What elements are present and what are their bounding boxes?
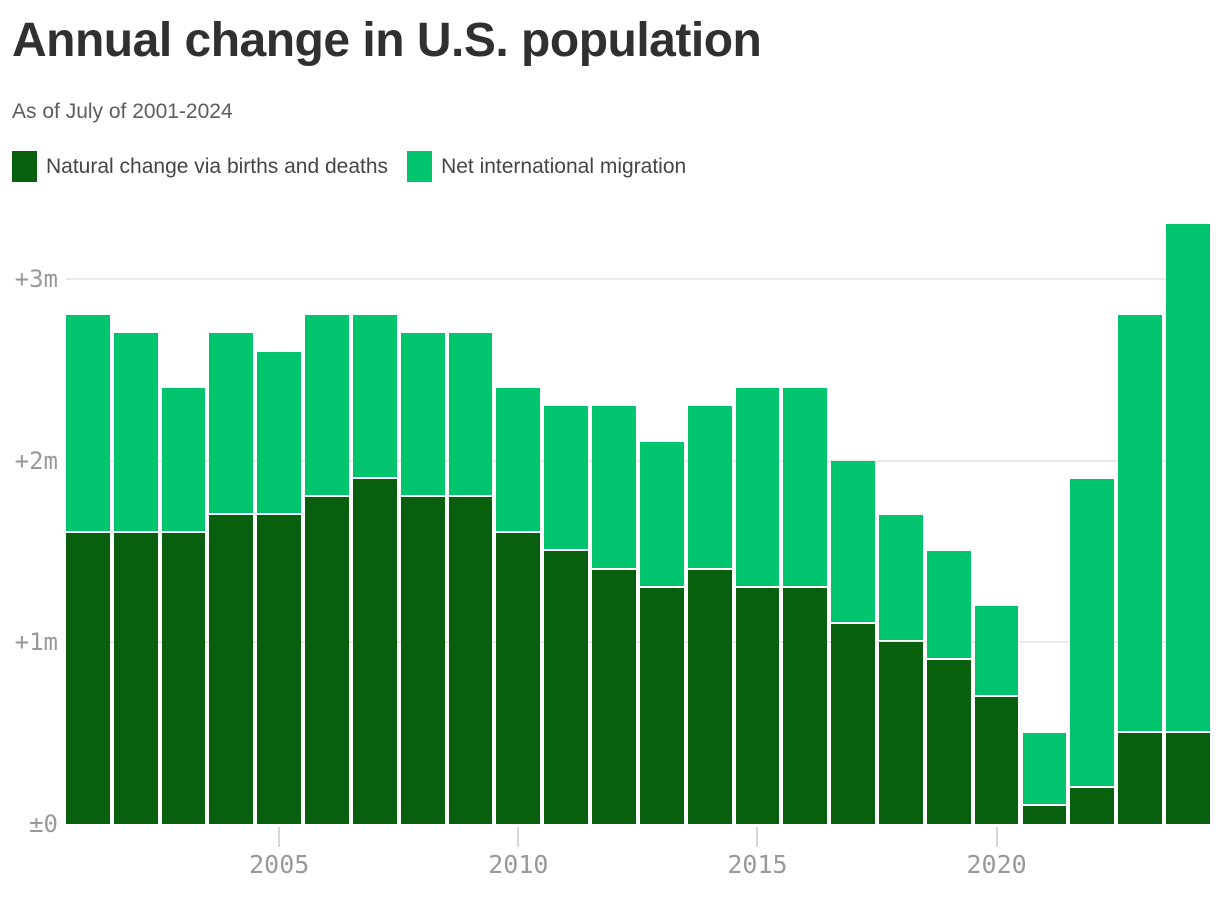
legend-swatch-natural-change-icon <box>12 151 37 182</box>
bar-2003-net-migration <box>161 387 206 532</box>
bar-2016-natural-change <box>783 587 828 824</box>
bar-2001-natural-change <box>66 533 110 824</box>
bar-2004-natural-change <box>209 515 254 824</box>
bar-2005-natural-change <box>257 515 302 824</box>
gridline-+1m <box>66 641 1210 644</box>
chart-title: Annual change in U.S. population <box>12 14 762 67</box>
y-axis-label-+1m: +1m <box>14 628 58 657</box>
bar-2024-natural-change <box>1165 733 1210 824</box>
bar-2010-net-migration <box>496 387 541 532</box>
bar-2020-net-migration <box>974 605 1019 695</box>
bar-2005-net-migration <box>257 351 302 514</box>
bar-2003-natural-change <box>161 533 206 824</box>
bar-2013-net-migration <box>639 442 684 586</box>
bar-2009-natural-change <box>448 496 493 824</box>
gridline-+3m <box>66 277 1210 280</box>
bar-2002-natural-change <box>113 533 158 824</box>
bar-2008-net-migration <box>400 333 445 495</box>
legend-label-natural-change: Natural change via births and deaths <box>46 154 389 178</box>
bar-2017-natural-change <box>831 624 875 824</box>
legend-item-net-migration: Net international migration <box>407 151 686 182</box>
bar-2002-net-migration <box>113 333 158 532</box>
bar-2015-natural-change <box>735 587 780 824</box>
x-tick-2010 <box>517 827 520 847</box>
bar-2007-net-migration <box>352 315 397 477</box>
x-axis-label-2020: 2020 <box>966 850 1027 879</box>
x-tick-2015 <box>756 827 759 847</box>
legend-label-net-migration: Net international migration <box>441 154 687 178</box>
legend-item-natural-change: Natural change via births and deaths <box>12 151 388 182</box>
bar-2014-net-migration <box>687 406 732 568</box>
bar-2020-natural-change <box>974 696 1019 824</box>
x-axis-label-2005: 2005 <box>249 850 310 879</box>
x-axis-label-2015: 2015 <box>727 850 788 879</box>
bar-2008-natural-change <box>400 496 445 824</box>
bar-2021-natural-change <box>1022 805 1067 824</box>
bar-2007-natural-change <box>352 478 397 824</box>
x-tick-2020 <box>995 827 998 847</box>
bar-2011-net-migration <box>544 406 589 550</box>
bar-2024-net-migration <box>1165 224 1210 732</box>
y-axis-label-+2m: +2m <box>14 446 58 475</box>
bar-2023-net-migration <box>1118 315 1162 732</box>
bar-2012-net-migration <box>592 406 636 568</box>
bar-2019-natural-change <box>926 660 971 824</box>
bar-2018-net-migration <box>879 515 923 641</box>
bar-2022-natural-change <box>1070 787 1115 824</box>
x-tick-2005 <box>278 827 281 847</box>
bar-2017-net-migration <box>831 460 875 623</box>
bar-2006-natural-change <box>305 496 349 824</box>
bar-2018-natural-change <box>879 642 923 824</box>
bar-2001-net-migration <box>66 315 110 532</box>
bar-2015-net-migration <box>735 387 780 586</box>
bar-2010-natural-change <box>496 533 541 824</box>
bar-2019-net-migration <box>926 551 971 659</box>
legend-swatch-net-migration-icon <box>407 151 433 182</box>
chart-subtitle: As of July of 2001-2024 <box>12 100 233 123</box>
bar-2023-natural-change <box>1118 733 1162 824</box>
gridline-+2m <box>66 459 1210 462</box>
bar-2012-natural-change <box>592 569 636 824</box>
bar-2009-net-migration <box>448 333 493 495</box>
bar-2021-net-migration <box>1022 733 1067 804</box>
y-axis-label-+3m: +3m <box>14 264 58 293</box>
bar-2016-net-migration <box>783 387 828 586</box>
y-axis-label-±0: ±0 <box>29 810 58 838</box>
bar-2006-net-migration <box>305 315 349 495</box>
bar-2014-natural-change <box>687 569 732 824</box>
legend: Natural change via births and deaths Net… <box>12 151 686 182</box>
bar-2013-natural-change <box>639 587 684 824</box>
x-axis-label-2010: 2010 <box>488 850 549 879</box>
bar-2011-natural-change <box>544 551 589 824</box>
bar-2004-net-migration <box>209 333 254 514</box>
bar-2022-net-migration <box>1070 478 1115 786</box>
